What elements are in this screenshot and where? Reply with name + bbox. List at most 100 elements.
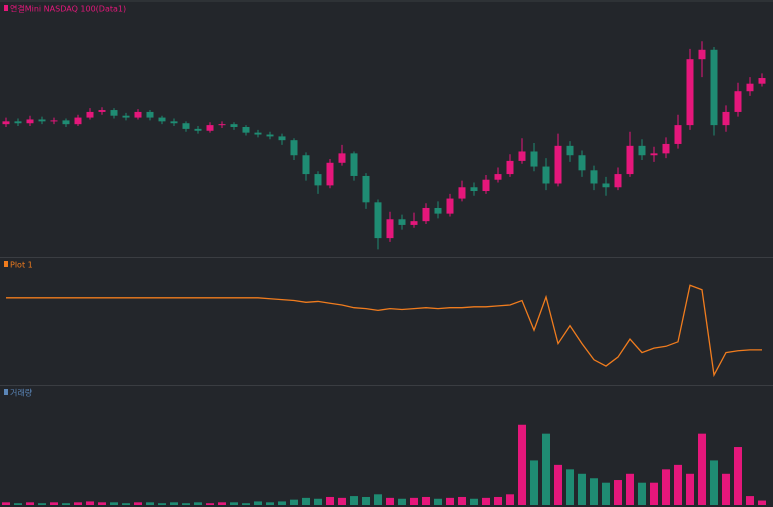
volume-bar: [218, 502, 226, 505]
candle-body: [674, 125, 682, 144]
candle-body: [602, 183, 610, 188]
panel-title: Plot 1: [10, 261, 33, 270]
candle-body: [38, 119, 46, 122]
candle-body: [242, 126, 250, 133]
panel-icon: [4, 389, 8, 395]
volume-bar: [554, 464, 562, 505]
volume-bar: [362, 496, 370, 505]
candle-body: [302, 155, 310, 175]
candle-body: [134, 111, 142, 118]
volume-bar: [302, 497, 310, 505]
volume-bar: [2, 502, 10, 505]
candle-body: [254, 132, 262, 135]
candle-body: [530, 151, 538, 167]
volume-bar: [134, 502, 142, 505]
candle-body: [14, 121, 22, 124]
volume-bar: [122, 503, 130, 505]
volume-bar: [278, 501, 286, 505]
volume-bar: [482, 497, 490, 505]
volume-bar: [206, 503, 214, 505]
candle-body: [74, 117, 82, 125]
candle-body: [230, 124, 238, 127]
candle-body: [170, 121, 178, 124]
candle-body: [326, 162, 334, 186]
candle-body: [386, 219, 394, 239]
volume-bar: [602, 482, 610, 505]
candle-body: [338, 153, 346, 163]
volume-bar: [254, 501, 262, 505]
candle-body: [722, 111, 730, 126]
volume-bar: [458, 496, 466, 505]
candle-body: [422, 207, 430, 222]
candle-body: [314, 174, 322, 186]
candle-body: [638, 145, 646, 156]
volume-bar: [590, 478, 598, 505]
volume-bar: [266, 502, 274, 505]
volume-bar: [350, 496, 358, 505]
candle-body: [614, 174, 622, 188]
volume-bar: [518, 424, 526, 505]
volume-bar: [62, 503, 70, 505]
candle-body: [110, 110, 118, 116]
volume-bar: [434, 498, 442, 505]
volume-bar: [410, 497, 418, 505]
volume-bar: [170, 502, 178, 505]
candle-body: [650, 153, 658, 156]
candle-body: [578, 155, 586, 171]
candle-body: [758, 78, 766, 84]
candle-body: [26, 119, 34, 124]
candle-body: [542, 166, 550, 184]
volume-bar: [734, 447, 742, 505]
candle-body: [374, 202, 382, 239]
volume-bar: [230, 502, 238, 505]
volume-bar: [566, 469, 574, 505]
candle-body: [146, 111, 154, 118]
candle-body: [482, 179, 490, 192]
candle-body: [494, 174, 502, 180]
candle-body: [662, 143, 670, 154]
candle-body: [506, 160, 514, 175]
volume-bar: [650, 482, 658, 505]
volume-bar: [386, 497, 394, 505]
candle-body: [194, 128, 202, 131]
candle-body: [278, 136, 286, 141]
volume-bar: [662, 469, 670, 505]
candle-body: [446, 198, 454, 214]
candle-body: [266, 134, 274, 137]
candle-body: [2, 121, 10, 125]
volume-bar: [146, 502, 154, 505]
panel-icon: [4, 261, 8, 267]
volume-bar: [758, 500, 766, 505]
volume-bar: [506, 494, 514, 505]
plot-line: [6, 284, 762, 378]
candle-body: [350, 153, 358, 176]
volume-bar: [242, 503, 250, 505]
candle-body: [410, 221, 418, 225]
volume-bar: [686, 473, 694, 505]
volume-bar: [26, 502, 34, 505]
candle-body: [206, 125, 214, 131]
candle-body: [554, 145, 562, 184]
volume-bar: [446, 497, 454, 505]
volume-bar: [50, 502, 58, 505]
volume-bar: [98, 502, 106, 505]
candle-body: [218, 124, 226, 126]
volume-bar: [542, 433, 550, 505]
candle-body: [182, 123, 190, 129]
panel-title: 연결Mini NASDAQ 100(Data1): [10, 4, 126, 14]
volume-bar: [422, 496, 430, 505]
volume-bar: [290, 499, 298, 505]
volume-bar: [338, 497, 346, 505]
volume-bar: [710, 460, 718, 505]
volume-bar: [86, 501, 94, 505]
candle-body: [518, 151, 526, 161]
candle-body: [470, 187, 478, 192]
candle-body: [710, 49, 718, 126]
volume-bar: [158, 503, 166, 505]
panel-icon: [4, 5, 8, 11]
volume-bar: [14, 503, 22, 505]
candle-body: [398, 219, 406, 225]
candle-body: [50, 120, 58, 122]
